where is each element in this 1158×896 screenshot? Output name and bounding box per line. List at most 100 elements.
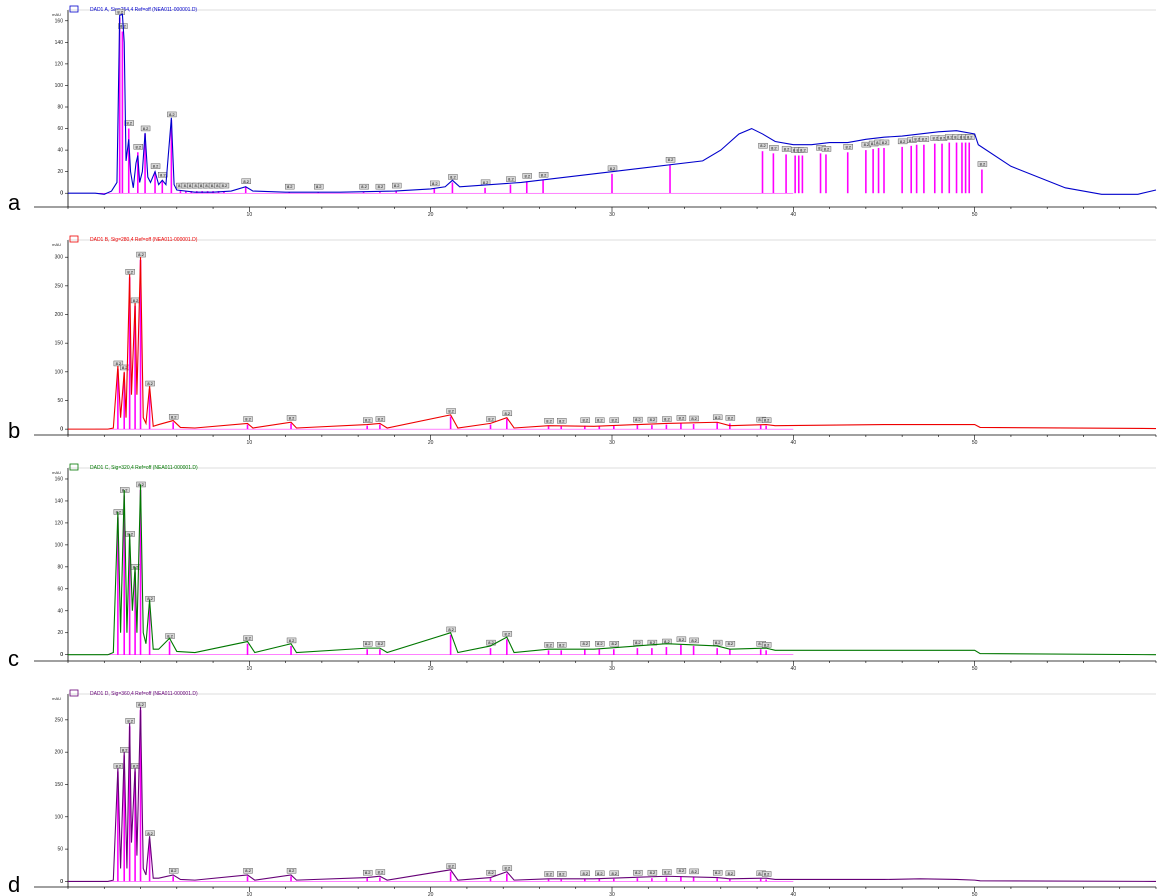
peak-tag-label: 8.2 [361, 184, 367, 189]
peak-tag-label: 8.2 [715, 415, 721, 420]
peak-tag-label: 8.2 [138, 252, 144, 257]
peak-tag-label: 8.2 [205, 183, 211, 188]
legend-entry: DAD1 A, Sig=254,4 Ref=off (NEA011-000001… [90, 7, 197, 13]
peak-tag-label: 8.2 [448, 864, 454, 869]
x-tick-label: 30 [609, 666, 615, 672]
peak-tag-label: 8.2 [691, 416, 697, 421]
peak-tag-label: 8.2 [289, 415, 295, 420]
peak-tag-label: 8.2 [147, 381, 153, 386]
x-tick-label: 40 [791, 666, 797, 672]
peak-tag-label: 8.2 [612, 641, 618, 646]
peak-tag-label: 8.2 [153, 164, 159, 169]
x-tick-label: 40 [791, 212, 797, 218]
peak-tag-label: 8.2 [612, 418, 618, 423]
y-tick-label: 50 [57, 398, 63, 404]
peak-tag-box [689, 415, 699, 422]
peak-tag-label: 8.2 [143, 126, 149, 131]
peak-tag-label: 8.2 [882, 140, 888, 145]
peak-tag-label: 8.2 [845, 144, 851, 149]
peak-tag-label: 8.2 [171, 414, 177, 419]
signal-trace [68, 706, 1157, 882]
peak-tag-label: 8.2 [664, 417, 670, 422]
peak-tag-label: 8.2 [559, 642, 565, 647]
peak-tag-label: 8.2 [664, 870, 670, 875]
peak-tag-label: 8.2 [541, 172, 547, 177]
peak-tag-label: 8.2 [211, 183, 217, 188]
peak-tag-label: 8.2 [650, 640, 656, 645]
peak-tag-label: 8.2 [679, 868, 685, 873]
peak-tag-box [522, 173, 532, 179]
peak-tag-box [243, 868, 253, 874]
chart-panel-c: c 10 20 30 40 500204060801001201401600mAUDAD1… [8, 463, 1157, 672]
peak-tag-label: 8.2 [378, 870, 384, 875]
peak-tag-box [633, 869, 643, 876]
y-tick-label: 0 [60, 427, 63, 433]
peak-tag-label: 8.2 [116, 361, 122, 366]
peak-tag-label: 8.2 [378, 641, 384, 646]
peak-tag-box [761, 642, 772, 648]
peak-tag-box [363, 417, 373, 423]
peak-tag-box [609, 417, 620, 423]
peak-tag-label: 8.2 [138, 482, 144, 487]
panel-letter-d: d [8, 872, 20, 896]
peak-tag-box [446, 408, 456, 414]
y-tick-label: 0 [60, 879, 63, 885]
peak-tag-label: 8.2 [715, 870, 721, 875]
peak-tag-label: 8.2 [914, 137, 920, 142]
peak-tag-box [544, 418, 554, 424]
peak-tag-box [665, 156, 676, 163]
peak-tag-label: 8.2 [967, 135, 973, 140]
peak-tag-label: 8.2 [200, 183, 206, 188]
panel-letter-c: c [8, 646, 19, 671]
peak-tag-label: 8.2 [189, 183, 195, 188]
peak-tag-label: 8.2 [650, 417, 656, 422]
peak-tag-label: 8.2 [365, 641, 371, 646]
x-tick-label: 30 [609, 212, 615, 218]
peak-tag-box [363, 641, 373, 647]
peak-tag-label: 8.2 [127, 531, 133, 536]
legend-entry: DAD1 B, Sig=280,4 Ref=off (NEA011-000001… [90, 237, 198, 243]
peak-tag-box [676, 868, 687, 874]
y-tick-label: 200 [55, 312, 64, 318]
peak-tag-box [647, 416, 658, 423]
peak-tag-label: 8.2 [764, 418, 770, 423]
peak-tag-box [506, 176, 516, 182]
peak-tag-box [712, 869, 723, 876]
peak-tag-box [285, 183, 295, 190]
peak-tag-box [557, 871, 567, 877]
peak-tag-box [359, 183, 369, 190]
peak-tag-label: 8.2 [760, 143, 766, 148]
peak-tag-label: 8.2 [450, 174, 456, 179]
peak-tag-label: 8.2 [136, 144, 142, 149]
peak-tag-box [879, 139, 890, 146]
y-tick-label: 150 [55, 782, 64, 788]
peak-tag-label: 8.2 [980, 162, 986, 167]
peak-tag-label: 8.2 [635, 417, 641, 422]
y-tick-label: 140 [55, 498, 64, 504]
peak-tag-label: 8.2 [488, 417, 494, 422]
y-tick-label: 40 [57, 608, 63, 614]
peak-tag-box [150, 163, 161, 169]
peak-tag-box [843, 144, 853, 150]
signal-trace [68, 257, 1157, 430]
peak-tag-label: 8.2 [488, 640, 494, 645]
legend-swatch [69, 5, 79, 13]
peak-tag-label: 8.2 [488, 870, 494, 875]
peak-tag-box [502, 631, 513, 637]
peak-tag-label: 8.2 [546, 418, 552, 423]
x-tick-label: 50 [972, 666, 978, 672]
y-tick-label: 140 [55, 40, 64, 46]
y-tick-label: 120 [55, 520, 64, 526]
y-tick-label: 20 [57, 630, 63, 636]
panel-letter-b: b [8, 418, 20, 443]
y-tick-label: 120 [55, 61, 64, 67]
legend-swatch [69, 463, 79, 471]
peak-tag-label: 8.2 [691, 638, 697, 643]
peak-tag-box [689, 868, 699, 875]
peak-tag-label: 8.2 [947, 135, 953, 140]
peak-tag-box [919, 136, 930, 142]
peak-tag-label: 8.2 [524, 173, 530, 178]
y-axis-label: mAU [52, 12, 61, 17]
peak-tag-box [375, 641, 386, 647]
